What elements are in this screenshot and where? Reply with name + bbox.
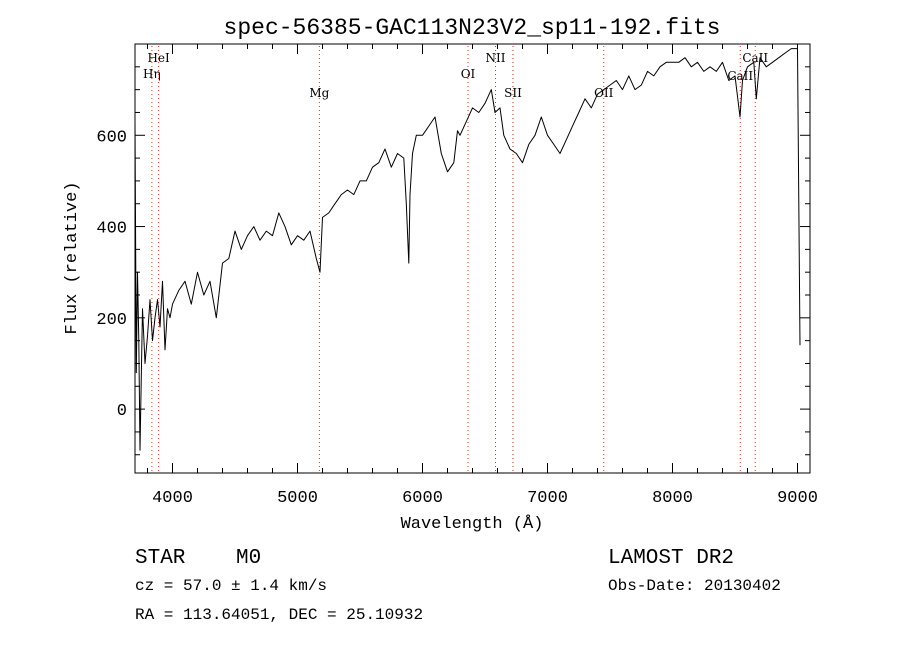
marker-label: HeI bbox=[147, 51, 170, 65]
y-tick-label: 0 bbox=[117, 402, 127, 421]
observation-date: Obs-Date: 20130402 bbox=[608, 577, 781, 595]
marker-label: Mg bbox=[309, 86, 329, 100]
x-tick-label: 7000 bbox=[527, 489, 568, 508]
y-tick-label: 200 bbox=[96, 311, 127, 330]
y-axis-ticks: 0 200 400 600 bbox=[96, 66, 810, 456]
marker-label: Hη bbox=[143, 67, 161, 81]
spectrum-line bbox=[134, 48, 801, 451]
x-tick-label: 5000 bbox=[277, 489, 318, 508]
object-subclass: M0 bbox=[236, 547, 261, 570]
x-tick-label: 4000 bbox=[152, 489, 193, 508]
marker-label: CaII bbox=[727, 69, 753, 83]
y-tick-label: 400 bbox=[96, 220, 127, 239]
emission-line-markers: Hη HeI Mg OI NII SII OII CaII CaII bbox=[143, 46, 768, 472]
x-tick-label: 9000 bbox=[777, 489, 818, 508]
x-tick-label: 8000 bbox=[652, 489, 693, 508]
y-tick-label: 600 bbox=[96, 128, 127, 147]
redshift-value: cz = 57.0 ± 1.4 km/s bbox=[135, 577, 327, 595]
x-tick-label: 6000 bbox=[402, 489, 443, 508]
y-axis-label: Flux (relative) bbox=[63, 181, 82, 334]
object-class: STAR bbox=[135, 547, 186, 570]
chart-title: spec-56385-GAC113N23V2_sp11-192.fits bbox=[224, 15, 721, 41]
marker-label: OII bbox=[594, 86, 614, 100]
spectrum-series bbox=[134, 48, 801, 451]
marker-label: CaII bbox=[742, 51, 768, 65]
sky-position: RA = 113.64051, DEC = 25.10932 bbox=[135, 606, 423, 624]
marker-label: OI bbox=[461, 67, 476, 81]
x-axis-label: Wavelength (Å) bbox=[401, 515, 544, 534]
marker-label: NII bbox=[486, 51, 506, 65]
x-axis-ticks: 4000 5000 6000 7000 8000 9000 bbox=[147, 44, 818, 508]
survey-name: LAMOST DR2 bbox=[608, 547, 734, 570]
marker-label: SII bbox=[504, 86, 522, 100]
